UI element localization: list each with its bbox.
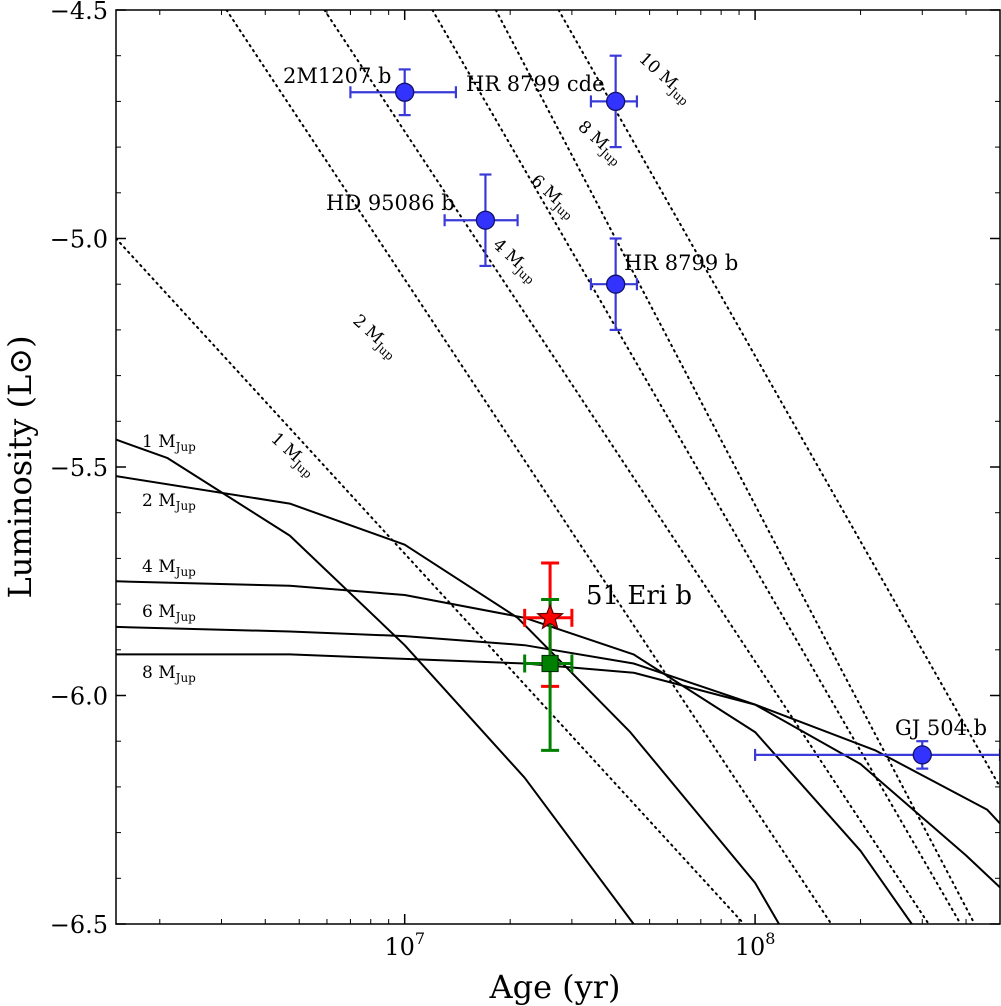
- cold-track-label-5-base: 8 M: [142, 663, 176, 683]
- hot-track-1: [116, 237, 745, 924]
- hot-track-4: [431, 10, 962, 924]
- hot-track-2: [225, 10, 833, 924]
- errorbar-hd-95086-b: [443, 173, 519, 268]
- hot-track-label-2: 2 MJup: [347, 311, 402, 364]
- errorbar-gj-504-b: [753, 740, 1000, 770]
- hot-start-track-layer: [116, 10, 1000, 924]
- marker-51-eri-b-square: [541, 654, 559, 673]
- cold-track-2: [116, 475, 780, 924]
- point-hr-8799-cde: [606, 91, 626, 112]
- label-51-eri-b: 51 Eri b: [586, 581, 692, 611]
- hot-track-label-4: 6 MJup: [525, 171, 580, 224]
- x-tick-label: 108: [735, 929, 776, 961]
- y-axis-label: Luminosity (L⊙): [1, 335, 39, 598]
- cold-track-label-5: 8 MJup: [142, 663, 196, 685]
- hot-track-label-6: 10 MJup: [633, 49, 696, 109]
- cold-track-4: [116, 625, 1000, 889]
- hot-track-label-5: 8 MJup: [572, 117, 627, 170]
- cold-track-3: [116, 580, 913, 924]
- y-tick-label: −4.5: [50, 0, 108, 25]
- point-2m1207-b: [395, 82, 415, 102]
- cold-start-track-layer: [116, 438, 1000, 924]
- cold-track-label-4-subscript: Jup: [174, 610, 197, 624]
- cold-track-label-2: 2 MJup: [142, 491, 196, 513]
- marker-51-eri-b-star: [536, 603, 565, 630]
- cold-track-label-1-subscript: Jup: [174, 440, 197, 454]
- hot-track-label-1: 1 MJup: [265, 429, 320, 482]
- cold-track-label-1: 1 MJup: [142, 432, 196, 454]
- label-gj-504-b: GJ 504 b: [895, 716, 987, 740]
- cold-track-label-5-subscript: Jup: [174, 671, 197, 685]
- point-hr-8799-b: [606, 274, 626, 294]
- hot-track-label-3: 4 MJup: [487, 235, 542, 288]
- hot-track-3: [323, 10, 930, 924]
- cold-track-label-2-subscript: Jup: [174, 499, 197, 513]
- point-gj-504-b: [912, 745, 932, 765]
- x-tick-label-base: 10: [384, 933, 415, 961]
- label-hr-8799-b: HR 8799 b: [624, 251, 738, 275]
- hot-track-6: [557, 10, 1000, 788]
- y-tick-label: −5.0: [50, 226, 108, 254]
- x-tick-label-exponent: 8: [765, 929, 775, 948]
- x-tick-label-exponent: 7: [415, 929, 425, 948]
- y-tick-label: −6.5: [50, 911, 108, 939]
- x-axis-label: Age (yr): [488, 968, 620, 1006]
- hot-track-5: [494, 10, 976, 924]
- label-hr-8799-cde: HR 8799 cde: [466, 72, 605, 96]
- x-tick-label-base: 10: [735, 933, 766, 961]
- data-point-layer: [349, 54, 1000, 770]
- cold-track-label-4: 6 MJup: [142, 602, 196, 624]
- point-hd-95086-b: [475, 210, 496, 230]
- x-tick-label: 107: [384, 929, 425, 961]
- y-tick-label: −5.5: [50, 454, 108, 482]
- y-tick-label: −6.0: [50, 683, 108, 711]
- cold-track-label-3: 4 MJup: [142, 557, 196, 579]
- cold-track-label-3-subscript: Jup: [174, 565, 197, 579]
- cold-track-5: [116, 653, 1000, 825]
- cold-track-label-4-base: 6 M: [142, 602, 176, 622]
- cold-track-label-1-base: 1 M: [142, 432, 176, 452]
- plot-frame: [115, 9, 1001, 925]
- label-hd-95086-b: HD 95086 b: [326, 191, 455, 215]
- cold-track-label-2-base: 2 M: [142, 491, 176, 511]
- cold-track-label-3-base: 4 M: [142, 557, 176, 577]
- label-2m1207-b: 2M1207 b: [283, 64, 391, 88]
